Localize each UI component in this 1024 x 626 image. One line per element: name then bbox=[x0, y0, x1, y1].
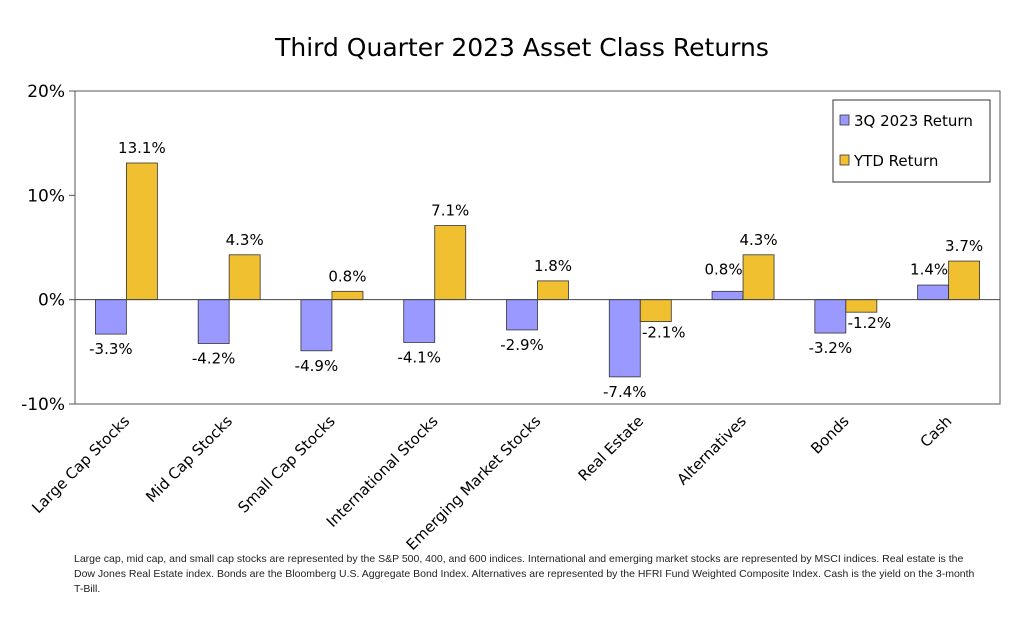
data-label-ytd-4: 1.8% bbox=[534, 257, 572, 275]
data-label-ytd-7: -1.2% bbox=[848, 314, 892, 332]
plot-area bbox=[74, 90, 1001, 405]
x-tick-label: Real Estate bbox=[575, 412, 648, 485]
data-label-3q-0: -3.3% bbox=[89, 340, 133, 358]
bar-ytd-8 bbox=[948, 260, 981, 301]
data-label-ytd-8: 3.7% bbox=[945, 237, 983, 255]
bar-ytd-6 bbox=[742, 254, 775, 301]
x-tick-label: Small Cap Stocks bbox=[234, 412, 339, 517]
data-label-ytd-6: 4.3% bbox=[740, 231, 778, 249]
data-label-3q-5: -7.4% bbox=[603, 383, 647, 401]
x-tick-label: Bonds bbox=[807, 412, 853, 458]
data-label-3q-2: -4.9% bbox=[295, 357, 339, 375]
bar-ytd-3 bbox=[434, 225, 467, 301]
y-tick-label: 20% bbox=[27, 82, 65, 102]
legend-label-ytd: YTD Return bbox=[853, 152, 938, 170]
y-tick-label: 0% bbox=[38, 291, 65, 311]
bar-3q-2 bbox=[300, 299, 333, 352]
data-label-ytd-3: 7.1% bbox=[431, 202, 469, 220]
x-tick-label: Large Cap Stocks bbox=[28, 412, 133, 517]
legend-swatch-3q bbox=[839, 114, 850, 126]
data-label-3q-4: -2.9% bbox=[500, 336, 544, 354]
x-tick-label: Alternatives bbox=[673, 412, 750, 489]
bar-ytd-2 bbox=[331, 290, 364, 301]
x-tick-label: Mid Cap Stocks bbox=[142, 412, 236, 506]
bar-3q-7 bbox=[814, 299, 847, 334]
bar-3q-1 bbox=[197, 299, 230, 344]
legend: 3Q 2023 Return YTD Return bbox=[832, 99, 991, 183]
legend-label-3q: 3Q 2023 Return bbox=[854, 112, 973, 130]
bar-3q-3 bbox=[403, 299, 436, 343]
data-label-3q-1: -4.2% bbox=[192, 349, 236, 367]
bar-ytd-7 bbox=[845, 299, 878, 313]
data-label-3q-7: -3.2% bbox=[809, 339, 853, 357]
bar-ytd-5 bbox=[639, 299, 672, 322]
x-tick-label: International Stocks bbox=[323, 412, 442, 531]
data-label-3q-3: -4.1% bbox=[397, 348, 441, 366]
data-label-ytd-5: -2.1% bbox=[642, 324, 686, 342]
bar-3q-6 bbox=[711, 290, 744, 301]
data-label-3q-6: 0.8% bbox=[705, 261, 743, 279]
x-tick-label: Cash bbox=[917, 412, 956, 451]
bar-3q-0 bbox=[94, 299, 127, 335]
data-label-ytd-0: 13.1% bbox=[118, 139, 166, 157]
legend-swatch-ytd bbox=[839, 154, 850, 166]
data-label-3q-8: 1.4% bbox=[910, 261, 948, 279]
legend-box bbox=[832, 99, 991, 183]
bar-ytd-0 bbox=[125, 162, 158, 301]
data-label-ytd-2: 0.8% bbox=[328, 267, 366, 285]
bar-3q-5 bbox=[608, 299, 641, 378]
data-label-ytd-1: 4.3% bbox=[226, 231, 264, 249]
chart-title: Third Quarter 2023 Asset Class Returns bbox=[274, 33, 769, 62]
bar-3q-4 bbox=[506, 299, 538, 331]
footnote: Large cap, mid cap, and small cap stocks… bbox=[74, 553, 975, 595]
y-tick-label: 10% bbox=[27, 186, 65, 206]
bar-3q-8 bbox=[917, 284, 950, 301]
bar-ytd-1 bbox=[228, 254, 261, 301]
bar-ytd-4 bbox=[537, 280, 569, 301]
y-tick-label: -10% bbox=[21, 395, 65, 415]
